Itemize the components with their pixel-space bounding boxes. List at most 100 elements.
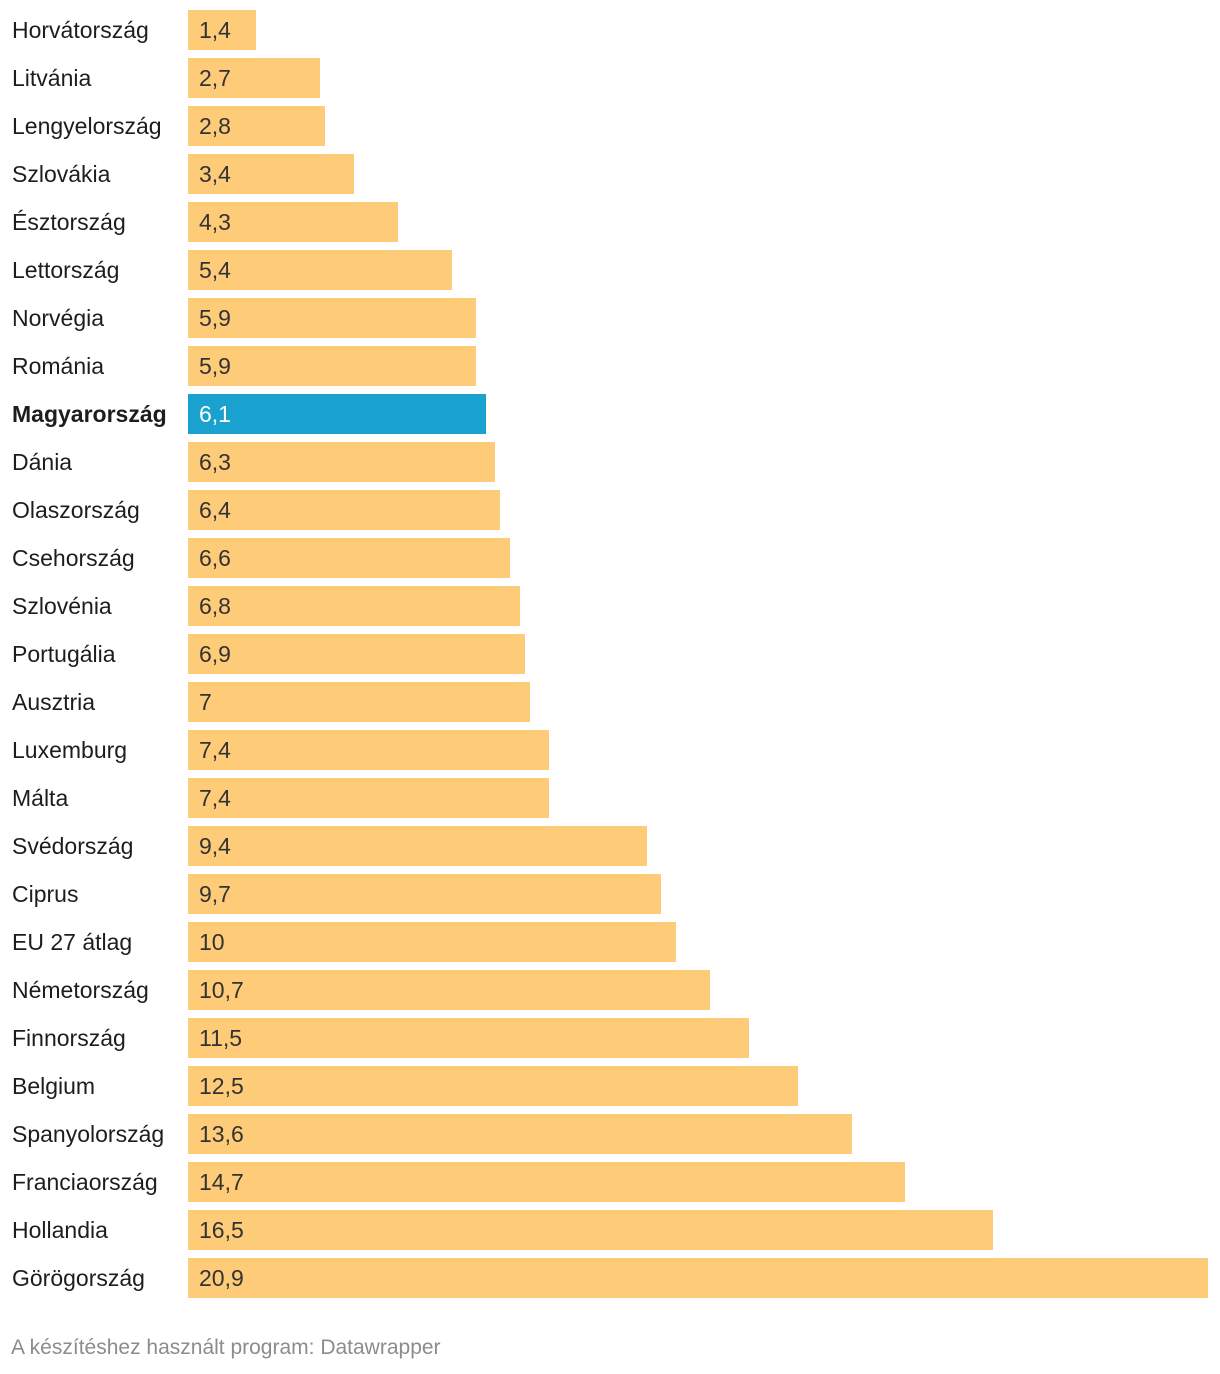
category-label: Szlovénia [12,593,112,619]
bar [188,10,256,50]
bar-row: Észtország 4,3 [0,202,1220,242]
value-label: 14,7 [199,1169,244,1195]
value-label: 7 [199,689,212,715]
highlighted-bar [188,394,486,434]
category-label: Görögország [12,1265,145,1291]
category-label: Belgium [12,1073,96,1099]
category-label: Litvánia [12,65,92,91]
category-label: Lengyelország [12,113,162,139]
bar [188,1114,852,1154]
bar-row: Lettország 5,4 [0,250,1220,290]
bar-row: Olaszország 6,4 [0,490,1220,530]
category-label: Csehország [12,545,135,571]
bar [188,922,676,962]
bar-row: Lengyelország 2,8 [0,106,1220,146]
category-label: Horvátország [12,17,149,43]
value-label: 12,5 [199,1073,244,1099]
category-label: Németország [12,977,149,1003]
bar [188,250,452,290]
bar [188,826,647,866]
bar-row: Görögország 20,9 [0,1258,1220,1298]
value-label: 6,1 [199,401,231,427]
bar [188,586,520,626]
value-label: 3,4 [199,161,231,187]
bar [188,58,320,98]
bar-row: Portugália 6,9 [0,634,1220,674]
value-label: 6,6 [199,545,231,571]
bar-row: Szlovákia 3,4 [0,154,1220,194]
bar [188,490,500,530]
bar-row: Szlovénia 6,8 [0,586,1220,626]
bar-row: Hollandia 16,5 [0,1210,1220,1250]
bar-row: Spanyolország 13,6 [0,1114,1220,1154]
bar [188,298,476,338]
category-label: Észtország [12,209,126,235]
bar-row: Luxemburg 7,4 [0,730,1220,770]
bar-row: Litvánia 2,7 [0,58,1220,98]
value-label: 11,5 [199,1025,243,1051]
category-label: Hollandia [12,1217,108,1243]
bar [188,106,325,146]
value-label: 7,4 [199,785,231,811]
bar-row: EU 27 átlag 10 [0,922,1220,962]
value-label: 9,7 [199,881,231,907]
bar [188,538,510,578]
bar-row: Magyarország 6,1 [0,394,1220,434]
value-label: 5,4 [199,257,231,283]
category-label: Svédország [12,833,134,859]
bar-row: Finnország 11,5 [0,1018,1220,1058]
value-label: 5,9 [199,353,231,379]
bar-chart: Horvátország 1,4 Litvánia 2,7 Lengyelország 2… [0,10,1220,1298]
category-label: Lettország [12,257,120,283]
bar [188,682,530,722]
category-label: Franciaország [12,1169,158,1195]
bar-row: Horvátország 1,4 [0,10,1220,50]
category-label: Ciprus [12,881,79,907]
bar-row: Belgium 12,5 [0,1066,1220,1106]
bar [188,1258,1208,1298]
bar-row: Svédország 9,4 [0,826,1220,866]
bar [188,346,476,386]
value-label: 10,7 [199,977,244,1003]
bar-row: Franciaország 14,7 [0,1162,1220,1202]
value-label: 20,9 [199,1265,244,1291]
bar [188,442,495,482]
category-label: Románia [12,353,105,379]
value-label: 10 [199,929,225,955]
value-label: 2,7 [199,65,231,91]
bar [188,634,525,674]
bar-row: Románia 5,9 [0,346,1220,386]
bar-row: Norvégia 5,9 [0,298,1220,338]
bar [188,1162,905,1202]
category-label: Luxemburg [12,737,128,763]
category-label: Spanyolország [12,1121,165,1147]
category-label: Magyarország [12,401,167,427]
bar-row: Németország 10,7 [0,970,1220,1010]
bar [188,202,398,242]
value-label: 6,9 [199,641,231,667]
bar [188,1018,749,1058]
value-label: 5,9 [199,305,231,331]
bar-row: Ciprus 9,7 [0,874,1220,914]
bar [188,970,710,1010]
value-label: 9,4 [199,833,231,859]
bar [188,1066,798,1106]
bar [188,778,549,818]
value-label: 13,6 [199,1121,244,1147]
bar [188,1210,993,1250]
value-label: 7,4 [199,737,231,763]
value-label: 6,4 [199,497,231,523]
category-label: Ausztria [12,689,96,715]
source-credit: A készítéshez használt program: Datawrap… [11,1336,441,1359]
category-label: Finnország [12,1025,126,1051]
value-label: 4,3 [199,209,231,235]
bar [188,874,661,914]
bar-row: Ausztria 7 [0,682,1220,722]
value-label: 1,4 [199,17,231,43]
bar [188,154,354,194]
category-label: Olaszország [12,497,140,523]
value-label: 2,8 [199,113,231,139]
bar-row: Málta 7,4 [0,778,1220,818]
bar-row: Csehország 6,6 [0,538,1220,578]
category-label: EU 27 átlag [12,929,133,955]
